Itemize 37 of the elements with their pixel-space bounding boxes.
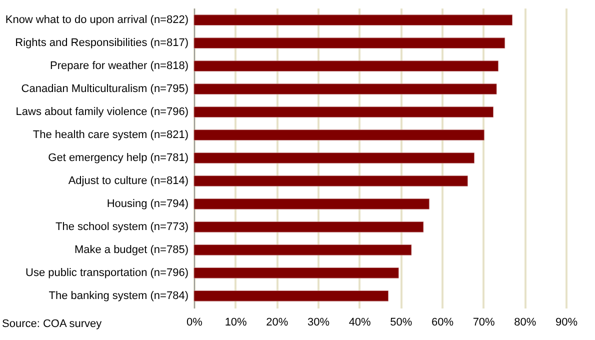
y-tick-label: Housing (n=794) <box>106 198 188 210</box>
y-tick-label: Know what to do upon arrival (n=822) <box>5 14 188 26</box>
bar <box>194 38 506 48</box>
y-tick-label: Rights and Responsibilities (n=817) <box>15 37 188 50</box>
bar <box>194 152 474 164</box>
x-tick-label: 0% <box>186 316 203 328</box>
x-tick-label: 60% <box>431 316 454 328</box>
y-tick-label: Prepare for weather (n=818) <box>50 60 188 72</box>
y-tick-label: Use public transportation (n=796) <box>26 266 188 279</box>
bar <box>194 176 468 186</box>
x-tick-label: 30% <box>307 316 330 328</box>
source-note: Source: COA survey <box>2 318 102 330</box>
bar <box>194 222 424 232</box>
x-tick-label: 40% <box>348 316 372 328</box>
bar <box>194 198 430 210</box>
x-tick-label: 80% <box>514 316 536 328</box>
y-tick-label: Get emergency help (n=781) <box>48 152 188 164</box>
y-tick-label: Make a budget (n=785) <box>74 244 188 256</box>
bar <box>194 130 484 140</box>
y-tick-label: Canadian Multiculturalism (n=795) <box>21 83 188 96</box>
x-tick-label: 10% <box>224 316 248 328</box>
x-tick-label: 70% <box>472 316 496 328</box>
bar <box>194 106 494 118</box>
y-tick-label: The school system (n=773) <box>56 220 188 233</box>
y-tick-label: Adjust to culture (n=814) <box>68 174 188 187</box>
x-tick-label: 90% <box>555 316 578 328</box>
bar <box>194 14 513 26</box>
y-tick-label: The banking system (n=784) <box>48 290 188 302</box>
bar <box>194 290 389 302</box>
bar <box>194 84 497 94</box>
bar <box>194 60 498 72</box>
bar <box>194 268 399 278</box>
x-tick-label: 20% <box>266 316 288 328</box>
y-tick-label: The health care system (n=821) <box>32 129 188 142</box>
bar <box>194 244 412 256</box>
y-tick-label: Laws about family violence (n=796) <box>16 106 188 118</box>
x-tick-label: 50% <box>390 316 412 328</box>
